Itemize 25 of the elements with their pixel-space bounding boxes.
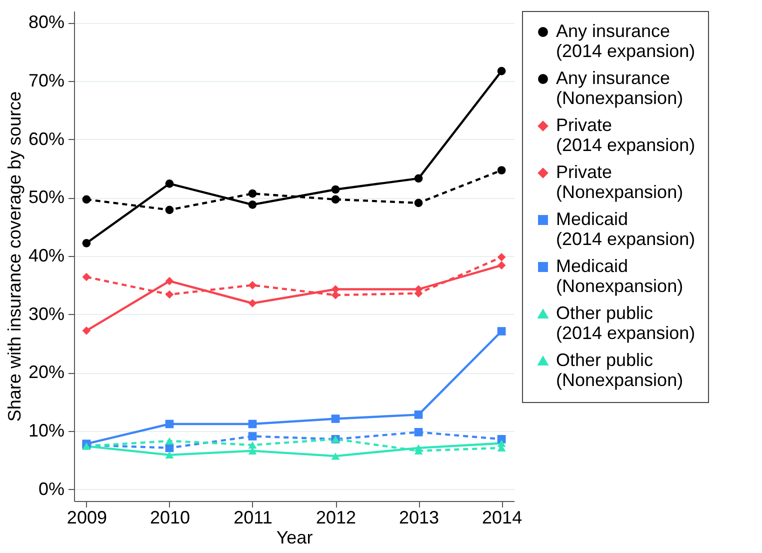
y-tick-label: 60% bbox=[28, 128, 64, 149]
y-tick-label: 50% bbox=[28, 187, 64, 208]
y-tick-label: 30% bbox=[28, 304, 64, 324]
legend-label: Medicaid (2014 expansion) bbox=[556, 209, 696, 249]
x-tick-label: 2013 bbox=[399, 508, 440, 528]
y-tick-label: 80% bbox=[28, 12, 64, 32]
x-axis-title: Year bbox=[276, 528, 313, 548]
x-tick-label: 2009 bbox=[66, 508, 107, 528]
x-tick-label: 2014 bbox=[482, 508, 522, 528]
legend-label: Any insurance (Nonexpansion) bbox=[556, 68, 684, 108]
y-tick-label: 10% bbox=[28, 420, 64, 440]
legend-label: Any insurance (2014 expansion) bbox=[556, 21, 696, 61]
legend-label: Other public (Nonexpansion) bbox=[556, 350, 684, 390]
x-tick-label: 2012 bbox=[316, 508, 356, 528]
y-axis-title: Share with insurance coverage by source bbox=[4, 91, 24, 422]
legend-label: Other public (2014 expansion) bbox=[556, 303, 696, 343]
legend-label: Medicaid (Nonexpansion) bbox=[556, 256, 684, 296]
legend-label: Private (2014 expansion) bbox=[556, 115, 696, 155]
y-tick-label: 0% bbox=[38, 478, 64, 499]
y-tick-label: 70% bbox=[28, 70, 64, 90]
x-tick-label: 2010 bbox=[150, 508, 190, 528]
y-tick-label: 40% bbox=[28, 246, 64, 266]
y-tick-label: 20% bbox=[28, 362, 64, 382]
x-tick-label: 2011 bbox=[234, 508, 272, 528]
legend-label: Private (Nonexpansion) bbox=[556, 162, 684, 202]
